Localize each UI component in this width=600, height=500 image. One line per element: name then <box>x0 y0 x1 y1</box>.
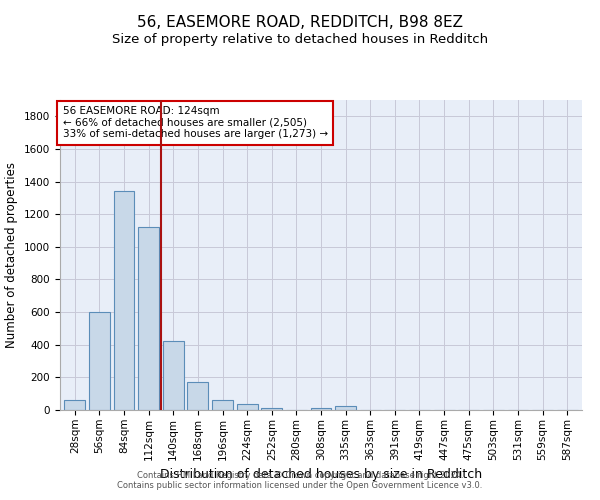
Text: Contains HM Land Registry data © Crown copyright and database right 2024.
Contai: Contains HM Land Registry data © Crown c… <box>118 470 482 490</box>
Bar <box>187 382 208 410</box>
Bar <box>335 406 356 410</box>
Bar <box>89 312 110 410</box>
Bar <box>212 400 233 410</box>
Bar <box>113 192 134 410</box>
Bar <box>261 408 282 410</box>
Bar <box>138 228 159 410</box>
Y-axis label: Number of detached properties: Number of detached properties <box>5 162 19 348</box>
Text: Size of property relative to detached houses in Redditch: Size of property relative to detached ho… <box>112 32 488 46</box>
Bar <box>311 408 331 410</box>
Text: 56, EASEMORE ROAD, REDDITCH, B98 8EZ: 56, EASEMORE ROAD, REDDITCH, B98 8EZ <box>137 15 463 30</box>
Bar <box>64 400 85 410</box>
X-axis label: Distribution of detached houses by size in Redditch: Distribution of detached houses by size … <box>160 468 482 481</box>
Bar <box>163 340 184 410</box>
Bar <box>236 404 257 410</box>
Text: 56 EASEMORE ROAD: 124sqm
← 66% of detached houses are smaller (2,505)
33% of sem: 56 EASEMORE ROAD: 124sqm ← 66% of detach… <box>62 106 328 140</box>
